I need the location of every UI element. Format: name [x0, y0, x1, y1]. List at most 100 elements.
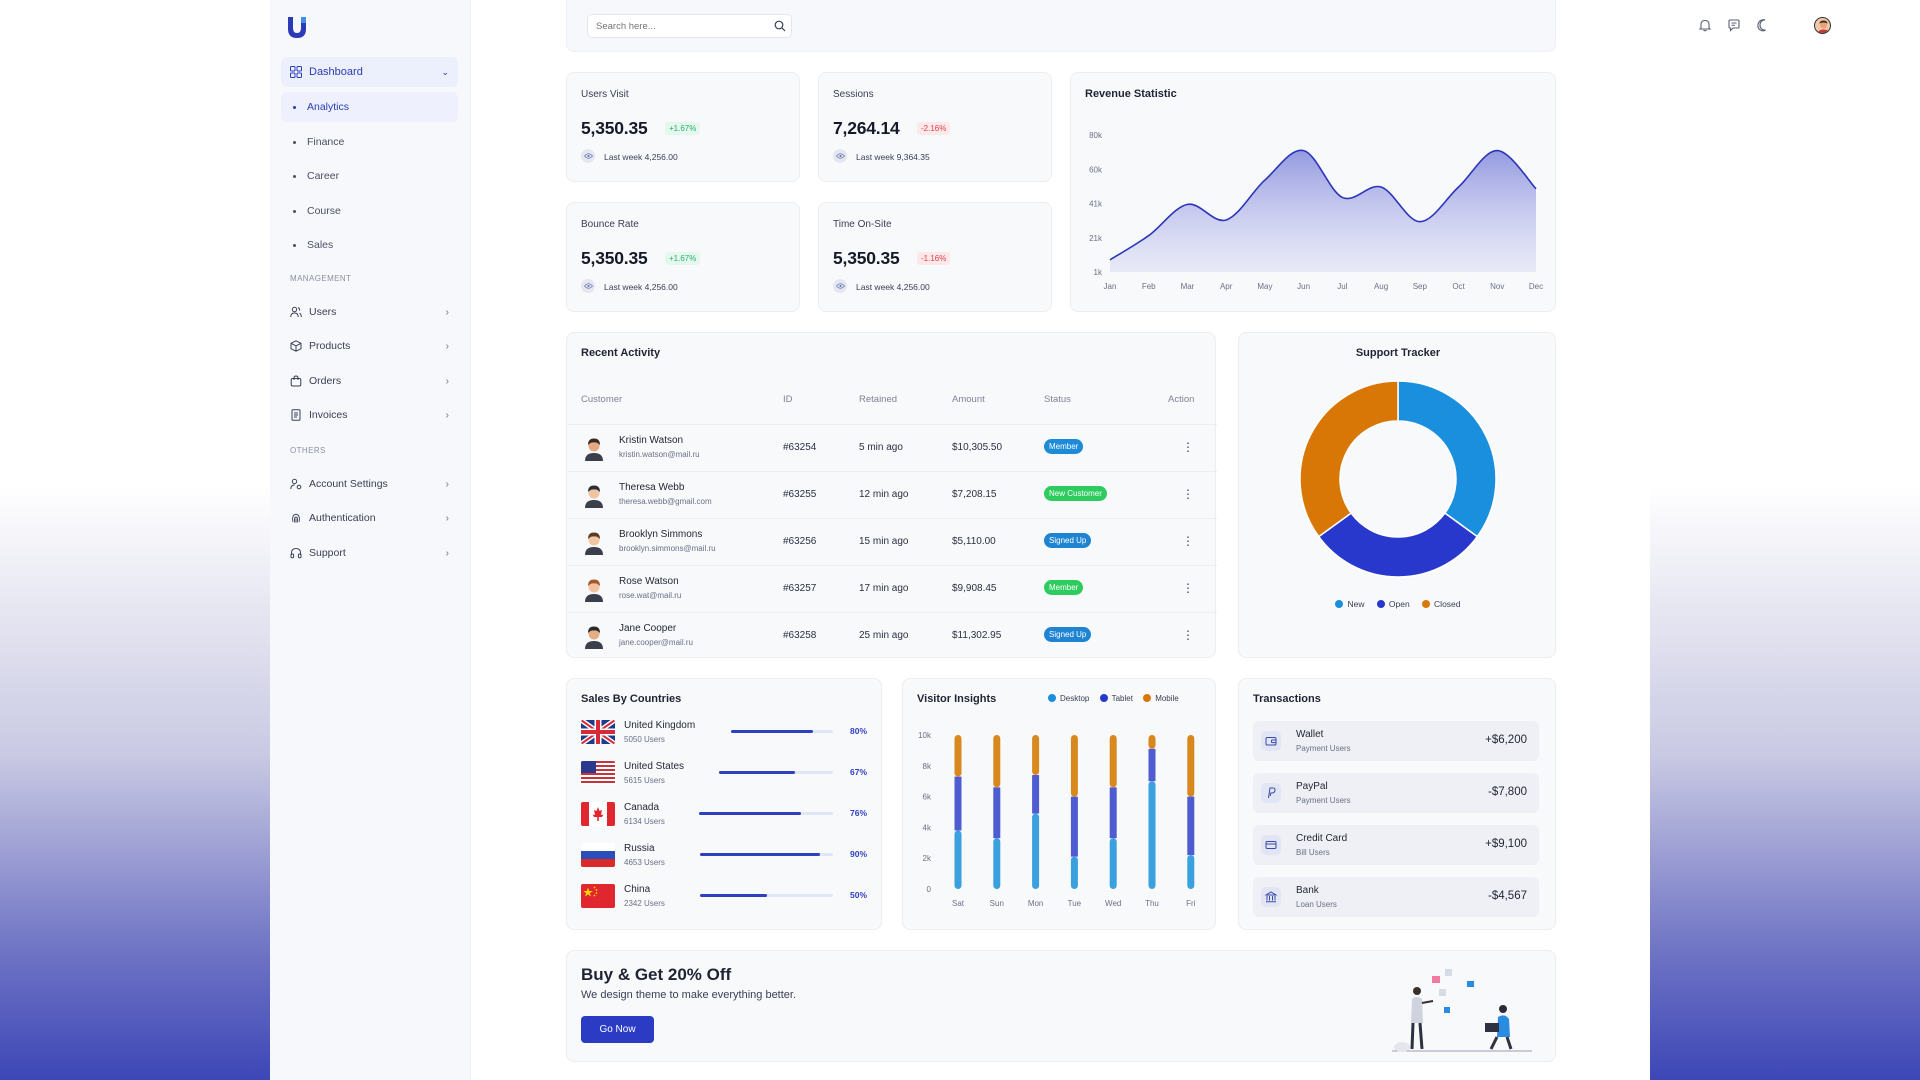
y-tick-label: 2k [923, 854, 932, 863]
legend-label: Open [1388, 599, 1410, 609]
sidebar-item-products[interactable]: Products › [281, 331, 458, 361]
legend-label: Desktop [1060, 694, 1090, 703]
kebab-menu-icon[interactable]: ⋮ [1182, 440, 1194, 454]
cn-flag-icon [581, 884, 615, 908]
kebab-menu-icon[interactable]: ⋮ [1182, 581, 1194, 595]
transaction-name: Credit Card [1296, 833, 1348, 844]
search-input[interactable] [587, 14, 792, 38]
table-row[interactable]: Rose Watson rose.wat@mail.ru #63257 17 min … [567, 565, 1217, 612]
customer-name: Theresa Webb [619, 482, 685, 493]
legend-label: New [1347, 599, 1365, 609]
sidebar-item-dashboard[interactable]: Dashboard ⌄ [281, 57, 458, 87]
donut-slice-closed[interactable] [1299, 380, 1399, 538]
status-badge: Signed Up [1044, 533, 1092, 548]
sidebar-item-support[interactable]: Support › [281, 538, 458, 568]
sidebar-subitem-finance[interactable]: Finance [281, 127, 458, 157]
transaction-item-bank[interactable]: Bank Loan Users -$4,567 [1253, 877, 1539, 917]
stat-change-badge: +1.67% [665, 252, 701, 265]
stat-change-badge: -1.16% [917, 252, 951, 265]
stat-subtext: Last week 4,256.00 [604, 152, 678, 162]
y-tick-label: 60k [1089, 165, 1103, 174]
customer-email: brooklyn.simmons@mail.ru [619, 544, 716, 553]
sidebar-subitem-course[interactable]: Course [281, 196, 458, 226]
table-row[interactable]: Brooklyn Simmons brooklyn.simmons@mail.ru… [567, 518, 1217, 565]
support-donut-chart [1299, 380, 1497, 578]
wallet-icon [1261, 731, 1281, 751]
sidebar-item-users[interactable]: Users › [281, 297, 458, 327]
kebab-menu-icon[interactable]: ⋮ [1182, 487, 1194, 501]
app-frame: Dashboard ⌄ Analytics Finance Career Cou… [270, 0, 1831, 1080]
sidebar-item-label: Course [307, 205, 341, 217]
top-bar [566, 0, 1831, 52]
table-row[interactable]: Theresa Webb theresa.webb@gmail.com #63255… [567, 471, 1217, 518]
table-row[interactable]: Kristin Watson kristin.watson@mail.ru #632… [567, 424, 1217, 471]
y-tick-label: 80k [1089, 131, 1103, 140]
country-users: 4653 Users [624, 858, 665, 867]
moon-icon[interactable] [1756, 18, 1770, 32]
sidebar-item-label: Career [307, 170, 340, 182]
brand-logo[interactable] [286, 14, 308, 40]
column-header: Customer [581, 394, 623, 405]
chevron-right-icon: › [445, 409, 449, 421]
country-percent: 90% [850, 849, 868, 859]
sidebar-item-orders[interactable]: Orders › [281, 366, 458, 396]
bar-mobile [1109, 735, 1117, 788]
bar-tablet [1187, 796, 1195, 856]
legend-item-closed: Closed [1422, 599, 1461, 609]
stat-subtext: Last week 9,364.35 [856, 152, 930, 162]
card-title: Support Tracker [1355, 347, 1441, 359]
y-tick-label: 10k [918, 731, 932, 740]
kebab-menu-icon[interactable]: ⋮ [1182, 628, 1194, 642]
bar-desktop [1148, 781, 1156, 889]
sidebar-item-invoices[interactable]: Invoices › [281, 400, 458, 430]
revenue-area [1110, 150, 1536, 272]
user-avatar[interactable] [1814, 17, 1831, 34]
order-id: #63257 [783, 583, 817, 594]
bank-icon [1261, 887, 1281, 907]
go-now-button[interactable]: Go Now [581, 1016, 654, 1043]
sidebar-subitem-sales[interactable]: Sales [281, 230, 458, 260]
stat-title: Users Visit [581, 89, 629, 100]
sidebar-subitem-career[interactable]: Career [281, 161, 458, 191]
bar-mobile [1070, 735, 1078, 797]
sidebar-item-label: Dashboard [309, 66, 363, 78]
legend-item-desktop: Desktop [1048, 694, 1089, 703]
table-row[interactable]: Jane Cooper jane.cooper@mail.ru #63258 25 m… [567, 612, 1217, 659]
bell-icon[interactable] [1698, 18, 1712, 32]
y-tick-label: 0 [927, 885, 932, 894]
sidebar-item-label: Analytics [307, 101, 350, 113]
sidebar-item-label: Support [309, 547, 346, 559]
progress-track [700, 894, 833, 897]
chat-icon[interactable] [1727, 18, 1741, 32]
x-tick-label: Jan [1104, 282, 1117, 291]
card-title: Recent Activity [581, 347, 661, 359]
order-id: #63256 [783, 536, 817, 547]
transaction-name: Wallet [1296, 729, 1324, 740]
country-row: United Kingdom 5050 Users 80% [581, 720, 871, 754]
progress-track [699, 812, 833, 815]
bullet-icon [293, 140, 296, 144]
transaction-item-wallet[interactable]: Wallet Payment Users +$6,200 [1253, 721, 1539, 761]
x-tick-label: Fri [1186, 899, 1196, 908]
card-title: Transactions [1253, 693, 1321, 705]
customer-name: Rose Watson [619, 576, 679, 587]
x-tick-label: Tue [1068, 899, 1082, 908]
column-header: Action [1168, 394, 1195, 405]
amount: $9,908.45 [952, 583, 997, 594]
card-title: Revenue Statistic [1085, 88, 1177, 100]
section-label-management: MANAGEMENT [290, 274, 352, 283]
sidebar-subitem-analytics[interactable]: Analytics [281, 92, 458, 122]
sidebar-item-authentication[interactable]: Authentication › [281, 503, 458, 533]
amount: $7,208.15 [952, 489, 997, 500]
search-icon[interactable] [774, 20, 786, 32]
bullet-icon [293, 174, 296, 178]
progress-fill [719, 771, 796, 774]
donut-slice-new[interactable] [1397, 380, 1497, 538]
x-tick-label: Apr [1220, 282, 1233, 291]
sidebar-item-account-settings[interactable]: Account Settings › [281, 469, 458, 499]
country-row: Canada 6134 Users 76% [581, 802, 871, 836]
kebab-menu-icon[interactable]: ⋮ [1182, 534, 1194, 548]
donut-slice-open[interactable] [1317, 512, 1479, 578]
transaction-item-credit-card[interactable]: Credit Card Bill Users +$9,100 [1253, 825, 1539, 865]
transaction-item-paypal[interactable]: PayPal Payment Users -$7,800 [1253, 773, 1539, 813]
